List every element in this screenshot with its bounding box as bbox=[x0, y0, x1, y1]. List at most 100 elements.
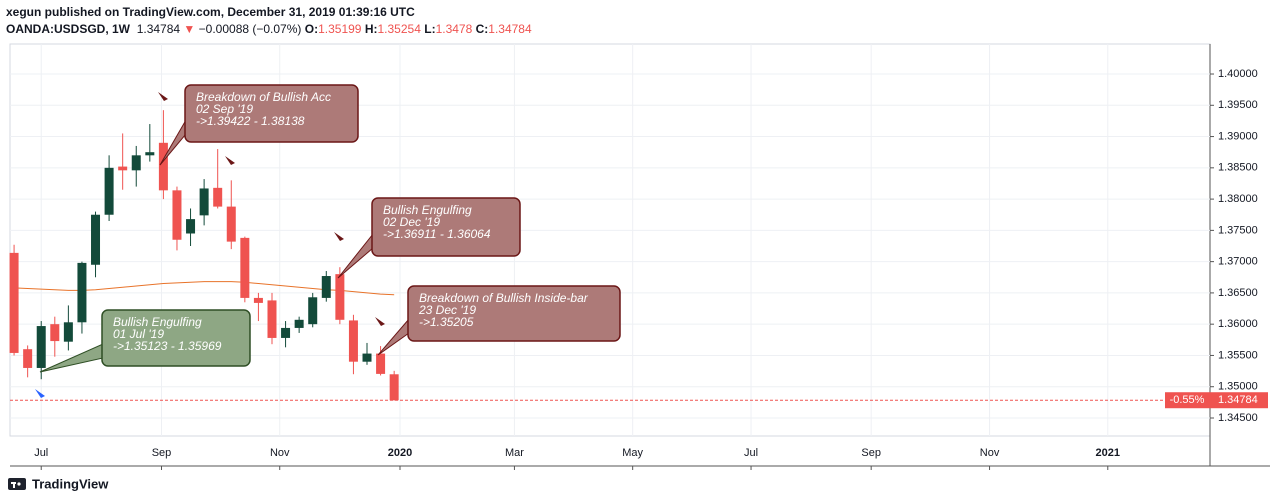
y-tick-label: 1.35000 bbox=[1218, 381, 1258, 393]
candle-body bbox=[240, 237, 250, 298]
candle-body bbox=[321, 276, 331, 298]
candle-body bbox=[308, 297, 318, 325]
signal-icon bbox=[35, 389, 45, 398]
signal-icon bbox=[158, 92, 168, 101]
y-tick-label: 1.38000 bbox=[1218, 193, 1258, 205]
candle-body bbox=[63, 322, 73, 342]
candle-body bbox=[199, 188, 209, 216]
x-tick-label: 2021 bbox=[1096, 447, 1120, 459]
candle-body bbox=[186, 219, 196, 234]
candle-body bbox=[91, 214, 101, 265]
candle-body bbox=[145, 152, 155, 156]
price: 1.34784 bbox=[136, 22, 181, 36]
candle-body bbox=[335, 274, 345, 320]
candle-body bbox=[118, 166, 128, 171]
candle-body bbox=[131, 155, 141, 171]
header: xegun published on TradingView.com, Dece… bbox=[6, 4, 532, 38]
callout-text: ->1.36911 - 1.36064 bbox=[383, 227, 491, 241]
logo bbox=[8, 478, 26, 490]
c-value: 1.34784 bbox=[488, 22, 532, 36]
candle-body bbox=[9, 252, 19, 353]
h-value: 1.35254 bbox=[377, 22, 421, 36]
candle-body bbox=[172, 190, 182, 240]
candle-body bbox=[77, 262, 87, 323]
callout-text: ->1.39422 - 1.38138 bbox=[196, 114, 305, 128]
callout-text: 01 Jul '19 bbox=[113, 327, 164, 341]
o-label: O: bbox=[304, 22, 319, 36]
l-label: L: bbox=[424, 22, 436, 36]
x-tick-label: 2020 bbox=[388, 447, 412, 459]
y-tick-label: 1.39500 bbox=[1218, 99, 1258, 111]
y-tick-label: 1.38500 bbox=[1218, 162, 1258, 174]
callout-text: Breakdown of Bullish Acc bbox=[196, 90, 331, 104]
y-tick-label: 1.35500 bbox=[1218, 349, 1258, 361]
brand: TradingView bbox=[32, 476, 109, 491]
callout-text: Bullish Engulfing bbox=[383, 203, 472, 217]
callout-text: 02 Dec '19 bbox=[383, 215, 440, 229]
candle-body bbox=[253, 297, 263, 303]
callout-box bbox=[101, 309, 251, 367]
candle-body bbox=[348, 320, 358, 362]
last-price-tag bbox=[1210, 392, 1268, 409]
candle-body bbox=[226, 206, 236, 242]
y-tick-label: 1.36000 bbox=[1218, 318, 1258, 330]
change-label: -0.55% bbox=[1170, 394, 1205, 406]
callout-pointer bbox=[39, 343, 104, 373]
candle-body bbox=[36, 326, 46, 368]
candle-body bbox=[50, 324, 60, 342]
x-tick-label: Sep bbox=[152, 447, 172, 459]
h-label: H: bbox=[364, 22, 378, 36]
x-tick-label: May bbox=[622, 447, 643, 459]
y-tick-label: 1.40000 bbox=[1218, 68, 1258, 80]
signal-icon bbox=[334, 232, 344, 241]
callout-text: 23 Dec '19 bbox=[418, 303, 476, 317]
x-tick-label: Sep bbox=[861, 447, 881, 459]
callout-text: ->1.35123 - 1.35969 bbox=[113, 339, 222, 353]
y-tick-label: 1.34500 bbox=[1218, 412, 1258, 424]
candle-body bbox=[362, 353, 372, 362]
callout-text: Bullish Engulfing bbox=[113, 315, 202, 329]
x-tick-label: Nov bbox=[270, 447, 290, 459]
c-label: C: bbox=[475, 22, 489, 36]
y-tick-label: 1.37000 bbox=[1218, 256, 1258, 268]
callout-pointer bbox=[159, 118, 187, 166]
callout-text: 02 Sep '19 bbox=[196, 102, 253, 116]
candle-body bbox=[281, 327, 291, 338]
last-price-label: 1.34784 bbox=[1218, 394, 1258, 406]
y-tick-label: 1.36500 bbox=[1218, 287, 1258, 299]
symbol: OANDA:USDSGD, 1W bbox=[6, 22, 131, 36]
x-tick-label: Nov bbox=[980, 447, 1000, 459]
arrow: ▼ bbox=[183, 22, 196, 36]
x-tick-label: Jul bbox=[744, 447, 758, 459]
candle-body bbox=[213, 187, 223, 207]
candle-body bbox=[104, 167, 114, 215]
candle-body bbox=[158, 142, 168, 191]
callout-text: Breakdown of Bullish Inside-bar bbox=[419, 291, 589, 305]
x-tick-label: Jul bbox=[34, 447, 48, 459]
y-tick-label: 1.39000 bbox=[1218, 130, 1258, 142]
o-value: 1.35199 bbox=[318, 22, 362, 36]
change-tag bbox=[1165, 392, 1210, 409]
l-value: 1.3478 bbox=[435, 22, 473, 36]
candle-body bbox=[267, 300, 277, 338]
candle-body bbox=[23, 349, 33, 368]
callout-box bbox=[184, 84, 359, 143]
callout-box bbox=[407, 285, 621, 342]
candle-body bbox=[376, 353, 386, 374]
candle-body bbox=[294, 319, 304, 328]
change: −0.00088 (−0.07%) bbox=[198, 22, 302, 36]
callout-box bbox=[371, 197, 521, 257]
candle-body bbox=[389, 374, 399, 401]
callout-pointer bbox=[337, 232, 374, 279]
callout-text: ->1.35205 bbox=[419, 315, 474, 329]
moving-average bbox=[14, 281, 395, 296]
signal-icon bbox=[225, 156, 235, 165]
publisher: xegun published on TradingView.com, Dece… bbox=[6, 5, 415, 19]
y-tick-label: 1.37500 bbox=[1218, 224, 1258, 236]
